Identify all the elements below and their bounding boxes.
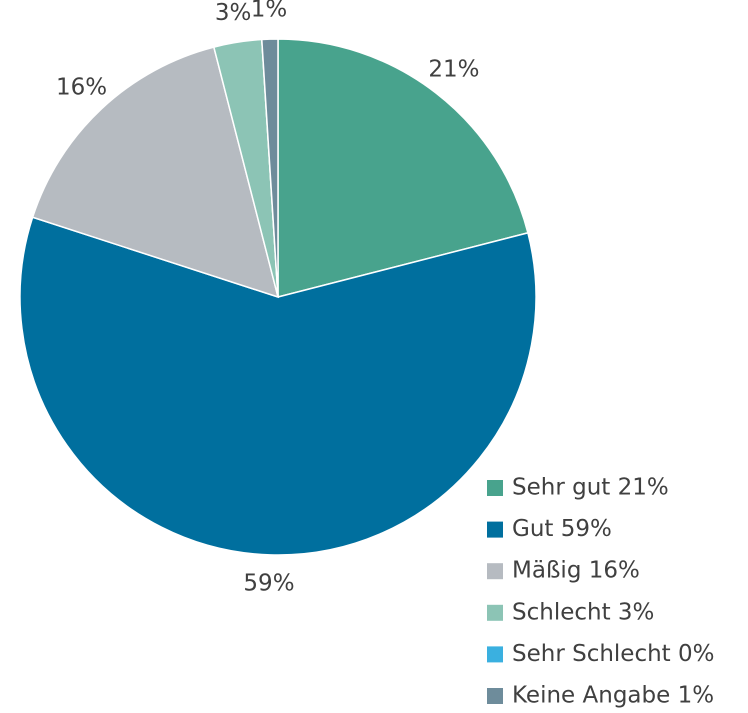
legend-label: Schlecht 3% <box>512 599 654 625</box>
data-label: 21% <box>428 57 479 83</box>
legend-label: Mäßig 16% <box>512 558 640 584</box>
legend-label: Sehr Schlecht 0% <box>512 641 715 667</box>
data-label: 59% <box>243 570 294 596</box>
pie-slice <box>31 46 280 299</box>
pie-slice <box>19 216 537 556</box>
legend-swatch <box>487 646 503 663</box>
legend-label: Keine Angabe 1% <box>512 683 714 709</box>
legend-swatch <box>487 480 503 496</box>
pie-slice <box>277 38 529 298</box>
data-label: 1% <box>251 0 288 23</box>
pie-slice <box>261 38 279 298</box>
legend-swatch <box>487 604 503 621</box>
legend-swatch <box>487 688 503 704</box>
data-label: 16% <box>56 74 107 100</box>
legend-label: Gut 59% <box>512 516 612 542</box>
legend-label: Sehr gut 21% <box>512 475 669 501</box>
data-label: 3% <box>215 0 252 26</box>
legend-swatch <box>487 563 503 580</box>
legend-swatch <box>487 521 503 538</box>
